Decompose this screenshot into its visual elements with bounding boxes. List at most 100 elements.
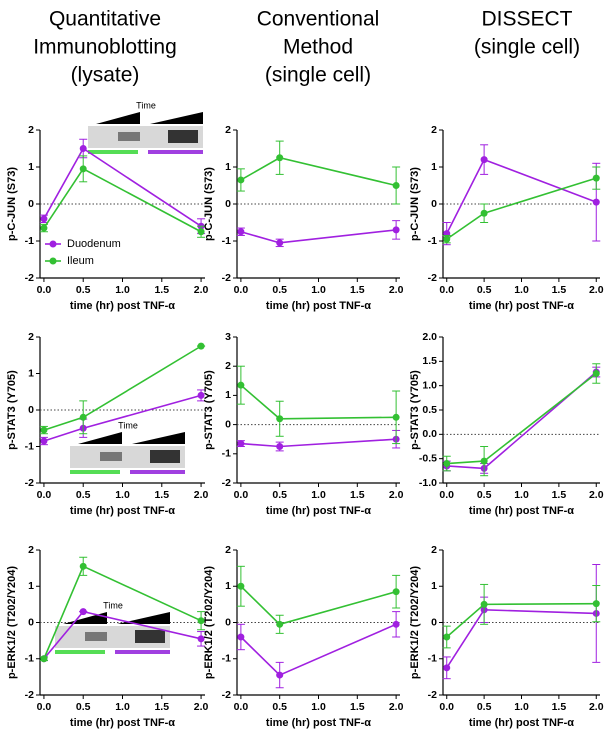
point xyxy=(197,635,205,643)
chart: -1.0 -0.5 0.0 0.5 1.0 1.5 2.0 0.0 0.5 1.0 1.5 2.0 ti… xyxy=(409,331,604,517)
group-bar xyxy=(130,470,185,474)
y-tick-label: 0 xyxy=(28,616,34,628)
x-tick-label: 2.0 xyxy=(589,489,604,501)
point xyxy=(79,145,87,152)
y-tick-label: -2 xyxy=(428,272,437,284)
y-tick-label: 0 xyxy=(431,616,437,628)
column-header: Method xyxy=(283,36,353,59)
point xyxy=(392,226,400,234)
y-tick-label: 2 xyxy=(225,124,231,136)
point xyxy=(480,600,488,608)
x-tick-label: 0.0 xyxy=(37,284,52,296)
y-tick-label: -1 xyxy=(25,440,34,452)
point xyxy=(443,633,451,641)
column-header: (single cell) xyxy=(265,64,371,87)
x-tick-label: 0.0 xyxy=(439,284,454,296)
x-axis-label: time (hr) post TNF-α xyxy=(266,300,371,312)
y-tick-label: 1 xyxy=(28,161,34,173)
series-line xyxy=(43,147,202,227)
y-tick-label: 2.0 xyxy=(422,331,437,343)
point xyxy=(40,437,48,445)
x-axis-label: time (hr) post TNF-α xyxy=(469,300,574,312)
y-tick-label: 1.0 xyxy=(422,379,437,391)
point xyxy=(197,617,205,625)
point xyxy=(237,582,245,590)
y-tick-label: -1 xyxy=(222,653,231,665)
y-tick-label: -1 xyxy=(428,653,437,665)
y-tick-label: 0 xyxy=(28,404,34,416)
wedge xyxy=(117,612,170,624)
y-tick-label: 1 xyxy=(225,580,231,592)
chart: -2 -1 0 1 2 0.0 0.5 1.0 1.5 2.0 time (hr) post TNF… xyxy=(203,124,404,312)
column-header: Quantitative xyxy=(49,8,161,31)
point xyxy=(276,671,284,679)
x-tick-label: 1.0 xyxy=(514,284,529,296)
point xyxy=(276,443,284,450)
column-header: DISSECT xyxy=(481,8,572,31)
y-tick-label: 0.5 xyxy=(422,404,437,416)
point xyxy=(79,413,87,421)
point xyxy=(237,228,245,236)
point xyxy=(40,224,48,232)
x-axis-label: time (hr) post TNF-α xyxy=(469,505,574,517)
point xyxy=(592,198,600,206)
y-axis-label: p-ERK1/2 (T202/Y204) xyxy=(409,566,421,679)
y-tick-label: 0 xyxy=(225,198,231,210)
x-tick-label: 0.0 xyxy=(439,489,454,501)
x-tick-label: 2.0 xyxy=(389,489,404,501)
y-axis-label: p-STAT3 (Y705) xyxy=(409,370,421,450)
y-tick-label: -2 xyxy=(222,272,231,284)
y-tick-label: -1 xyxy=(25,653,34,665)
x-tick-label: 1.5 xyxy=(154,701,169,713)
group-bar xyxy=(88,150,138,154)
y-tick-label: -1.0 xyxy=(419,477,437,489)
group-bar xyxy=(115,650,170,654)
point xyxy=(443,235,451,243)
inset-label: Time xyxy=(136,100,156,110)
x-tick-label: 0.0 xyxy=(37,701,52,713)
x-tick-label: 1.0 xyxy=(514,701,529,713)
point xyxy=(197,228,205,236)
x-tick-label: 1.0 xyxy=(311,284,326,296)
x-tick-label: 2.0 xyxy=(589,701,604,713)
legend-marker xyxy=(49,240,57,248)
point xyxy=(237,440,245,448)
x-tick-label: 0.0 xyxy=(234,701,249,713)
y-tick-label: 2 xyxy=(431,124,437,136)
x-tick-label: 1.5 xyxy=(350,284,365,296)
x-tick-label: 1.0 xyxy=(115,284,130,296)
y-tick-label: 0 xyxy=(28,198,34,210)
x-tick-label: 0.5 xyxy=(272,284,287,296)
y-axis-label: p-ERK1/2 (T202/Y204) xyxy=(203,566,215,679)
blot-band xyxy=(100,452,122,461)
point xyxy=(592,174,600,182)
y-tick-label: 1 xyxy=(28,580,34,592)
series-line xyxy=(446,158,597,234)
x-tick-label: 1.5 xyxy=(154,284,169,296)
x-tick-label: 0.0 xyxy=(234,489,249,501)
y-tick-label: 2 xyxy=(28,544,34,556)
x-tick-label: 1.5 xyxy=(154,489,169,501)
series-line xyxy=(240,585,397,626)
y-tick-label: -1 xyxy=(25,235,34,247)
series-line xyxy=(446,371,597,470)
y-axis-label: p-STAT3 (Y705) xyxy=(6,370,18,450)
point xyxy=(392,182,400,189)
x-tick-label: 1.0 xyxy=(311,489,326,501)
blot-band xyxy=(168,130,198,143)
y-tick-label: -1 xyxy=(428,235,437,247)
y-tick-label: 0 xyxy=(225,616,231,628)
point xyxy=(40,655,48,663)
x-tick-label: 0.5 xyxy=(477,701,492,713)
x-tick-label: 0.5 xyxy=(76,489,91,501)
legend-marker xyxy=(49,257,57,265)
x-tick-label: 0.5 xyxy=(477,489,492,501)
y-tick-label: 1 xyxy=(431,580,437,592)
point xyxy=(237,633,245,641)
point xyxy=(480,457,488,465)
y-tick-label: 0.0 xyxy=(422,428,437,440)
y-axis-label: p-STAT3 (Y705) xyxy=(203,370,215,450)
point xyxy=(392,588,400,596)
x-tick-label: 0.5 xyxy=(272,701,287,713)
